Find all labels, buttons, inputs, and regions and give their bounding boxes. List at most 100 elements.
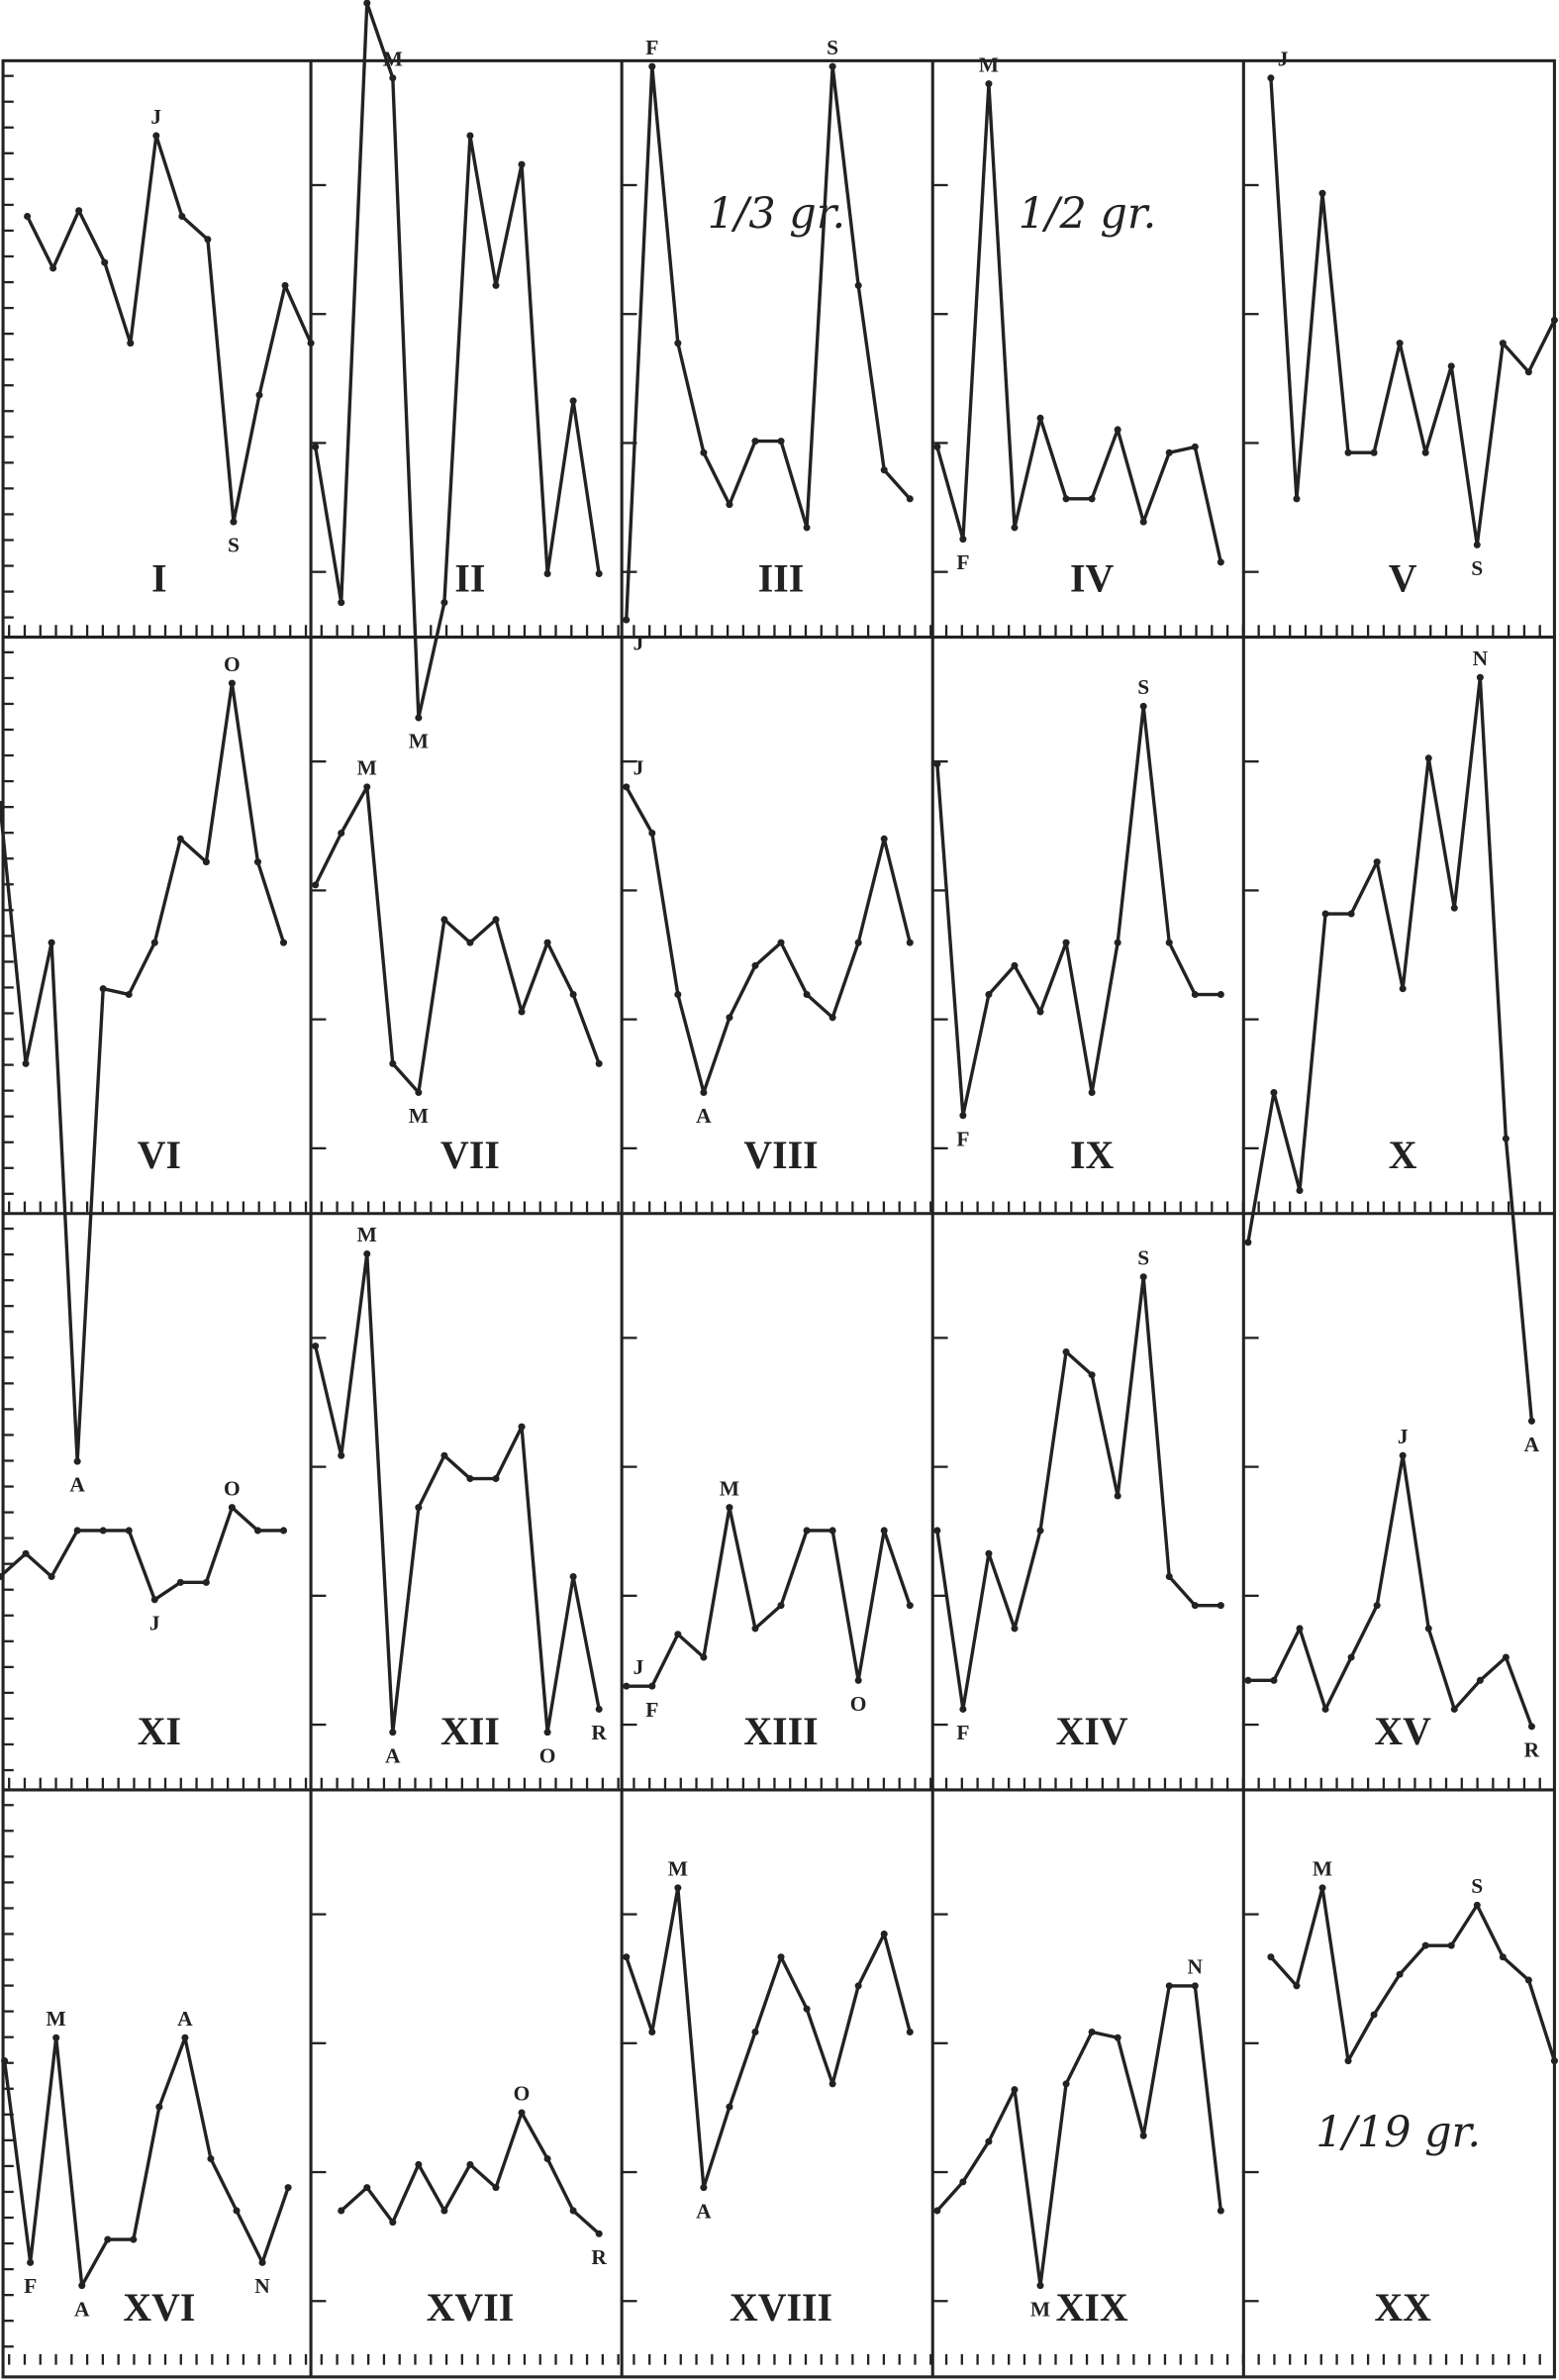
data-point	[543, 1729, 551, 1736]
data-point	[751, 438, 759, 446]
data-point	[202, 858, 210, 866]
point-label: O	[224, 652, 241, 676]
data-point	[1244, 1239, 1252, 1246]
data-point	[777, 1602, 785, 1610]
data-point	[1347, 1653, 1355, 1661]
data-point	[854, 1676, 862, 1684]
data-point	[389, 74, 397, 82]
data-point	[99, 985, 107, 993]
data-point	[1088, 495, 1096, 503]
data-point	[279, 939, 288, 946]
data-point	[828, 1014, 836, 1022]
data-point	[99, 1527, 107, 1535]
data-point	[1473, 541, 1481, 548]
point-label: J	[633, 1655, 644, 1679]
point-label: O	[224, 1476, 241, 1500]
data-point	[1476, 673, 1484, 681]
data-point	[73, 1527, 81, 1535]
data-point	[828, 2080, 836, 2088]
data-point	[1011, 961, 1019, 969]
data-point	[1373, 1602, 1381, 1610]
point-label: F	[956, 1127, 969, 1150]
data-point	[1114, 426, 1121, 434]
data-point	[312, 1342, 320, 1350]
data-point	[1270, 1088, 1278, 1097]
data-point	[78, 2282, 86, 2290]
data-point	[127, 340, 135, 347]
point-label: J	[1398, 1425, 1409, 1448]
data-point	[1011, 1625, 1019, 1633]
data-line	[314, 1251, 601, 1735]
point-label: A	[696, 1104, 712, 1128]
data-point	[648, 1682, 656, 1690]
point-label: R	[591, 2245, 607, 2269]
data-point	[1321, 910, 1329, 918]
data-point	[674, 340, 682, 347]
data-point	[1217, 2207, 1224, 2215]
data-point	[152, 132, 160, 140]
data-point	[1011, 524, 1019, 532]
data-point	[1396, 340, 1404, 347]
point-label: M	[720, 1476, 739, 1500]
data-point	[150, 1596, 158, 1604]
point-label: M	[1313, 1857, 1332, 1881]
point-label: M	[1030, 2297, 1050, 2321]
data-point	[415, 1088, 423, 1097]
data-point	[1399, 985, 1407, 993]
data-point	[1344, 448, 1352, 456]
data-point	[1139, 1273, 1147, 1281]
point-label: J	[633, 756, 644, 780]
data-point	[1296, 1186, 1304, 1194]
data-point	[933, 2207, 941, 2215]
data-point	[1062, 2080, 1070, 2088]
data-point	[1088, 1088, 1096, 1097]
panel-number: III	[758, 557, 805, 601]
data-point	[228, 679, 236, 687]
panel-number: VII	[440, 1134, 500, 1177]
data-point	[623, 783, 631, 791]
data-point	[1139, 702, 1147, 710]
data-point	[1447, 1941, 1455, 1949]
data-point	[543, 939, 551, 946]
point-label: F	[24, 2274, 37, 2298]
data-line	[1246, 675, 1534, 1422]
point-label: A	[1524, 1433, 1540, 1456]
data-line	[0, 681, 286, 1463]
data-point	[1424, 1625, 1432, 1633]
data-point	[1447, 362, 1455, 370]
data-point	[1036, 1527, 1044, 1535]
data-point	[1424, 754, 1432, 762]
data-point	[1527, 1723, 1535, 1731]
data-point	[1165, 448, 1173, 456]
data-point	[1399, 1451, 1407, 1459]
data-point	[415, 1504, 423, 1512]
panel-number: XX	[1374, 2286, 1431, 2330]
data-point	[52, 2033, 60, 2041]
data-line	[1269, 1886, 1557, 2063]
data-point	[803, 2005, 811, 2013]
data-point	[1217, 1602, 1224, 1610]
data-point	[1396, 1970, 1404, 1978]
data-point	[1318, 189, 1326, 197]
point-label: A	[696, 2199, 712, 2223]
data-point	[1524, 368, 1532, 376]
data-point	[726, 1014, 733, 1022]
point-label: J	[149, 1611, 160, 1635]
panel-number: XI	[138, 1710, 181, 1753]
point-label: F	[956, 1721, 969, 1744]
data-point	[1293, 1982, 1301, 1990]
point-label: O	[539, 1743, 556, 1767]
data-point	[155, 2103, 163, 2111]
data-point	[1318, 1884, 1326, 1892]
data-point	[777, 1953, 785, 1961]
panel-number: XII	[440, 1710, 500, 1753]
data-point	[1499, 340, 1507, 347]
data-point	[492, 281, 500, 289]
panel-number: II	[454, 557, 485, 601]
data-line	[935, 1275, 1221, 1712]
data-point	[933, 443, 941, 450]
data-point	[518, 1008, 526, 1016]
point-label: M	[47, 2007, 66, 2031]
data-point	[0, 800, 4, 808]
